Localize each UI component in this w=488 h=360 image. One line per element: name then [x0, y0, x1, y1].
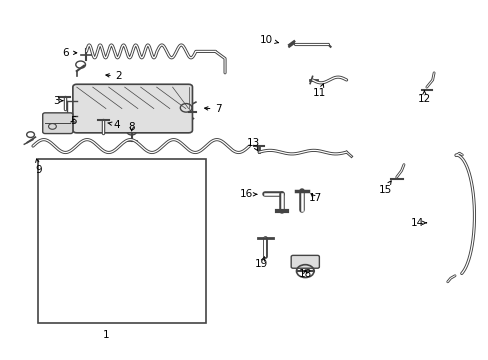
Text: 3: 3 [53, 96, 62, 106]
FancyBboxPatch shape [42, 113, 73, 134]
Text: 7: 7 [204, 104, 222, 114]
Text: 15: 15 [378, 181, 391, 195]
Text: 8: 8 [128, 122, 135, 132]
FancyBboxPatch shape [73, 84, 192, 133]
Text: 5: 5 [70, 116, 77, 126]
Text: 16: 16 [240, 189, 256, 199]
Text: 19: 19 [254, 257, 267, 269]
Text: 4: 4 [107, 120, 120, 130]
Text: 9: 9 [36, 159, 42, 175]
Text: 6: 6 [62, 48, 77, 58]
Text: 14: 14 [409, 218, 426, 228]
Text: 2: 2 [106, 71, 122, 81]
Text: 13: 13 [246, 138, 259, 151]
Text: 1: 1 [102, 330, 109, 341]
Text: 17: 17 [308, 193, 321, 203]
Text: 18: 18 [298, 269, 311, 279]
FancyBboxPatch shape [290, 255, 319, 268]
Bar [38, 158, 205, 323]
Text: 10: 10 [259, 35, 278, 45]
Text: 12: 12 [417, 91, 430, 104]
Text: 11: 11 [313, 84, 326, 98]
